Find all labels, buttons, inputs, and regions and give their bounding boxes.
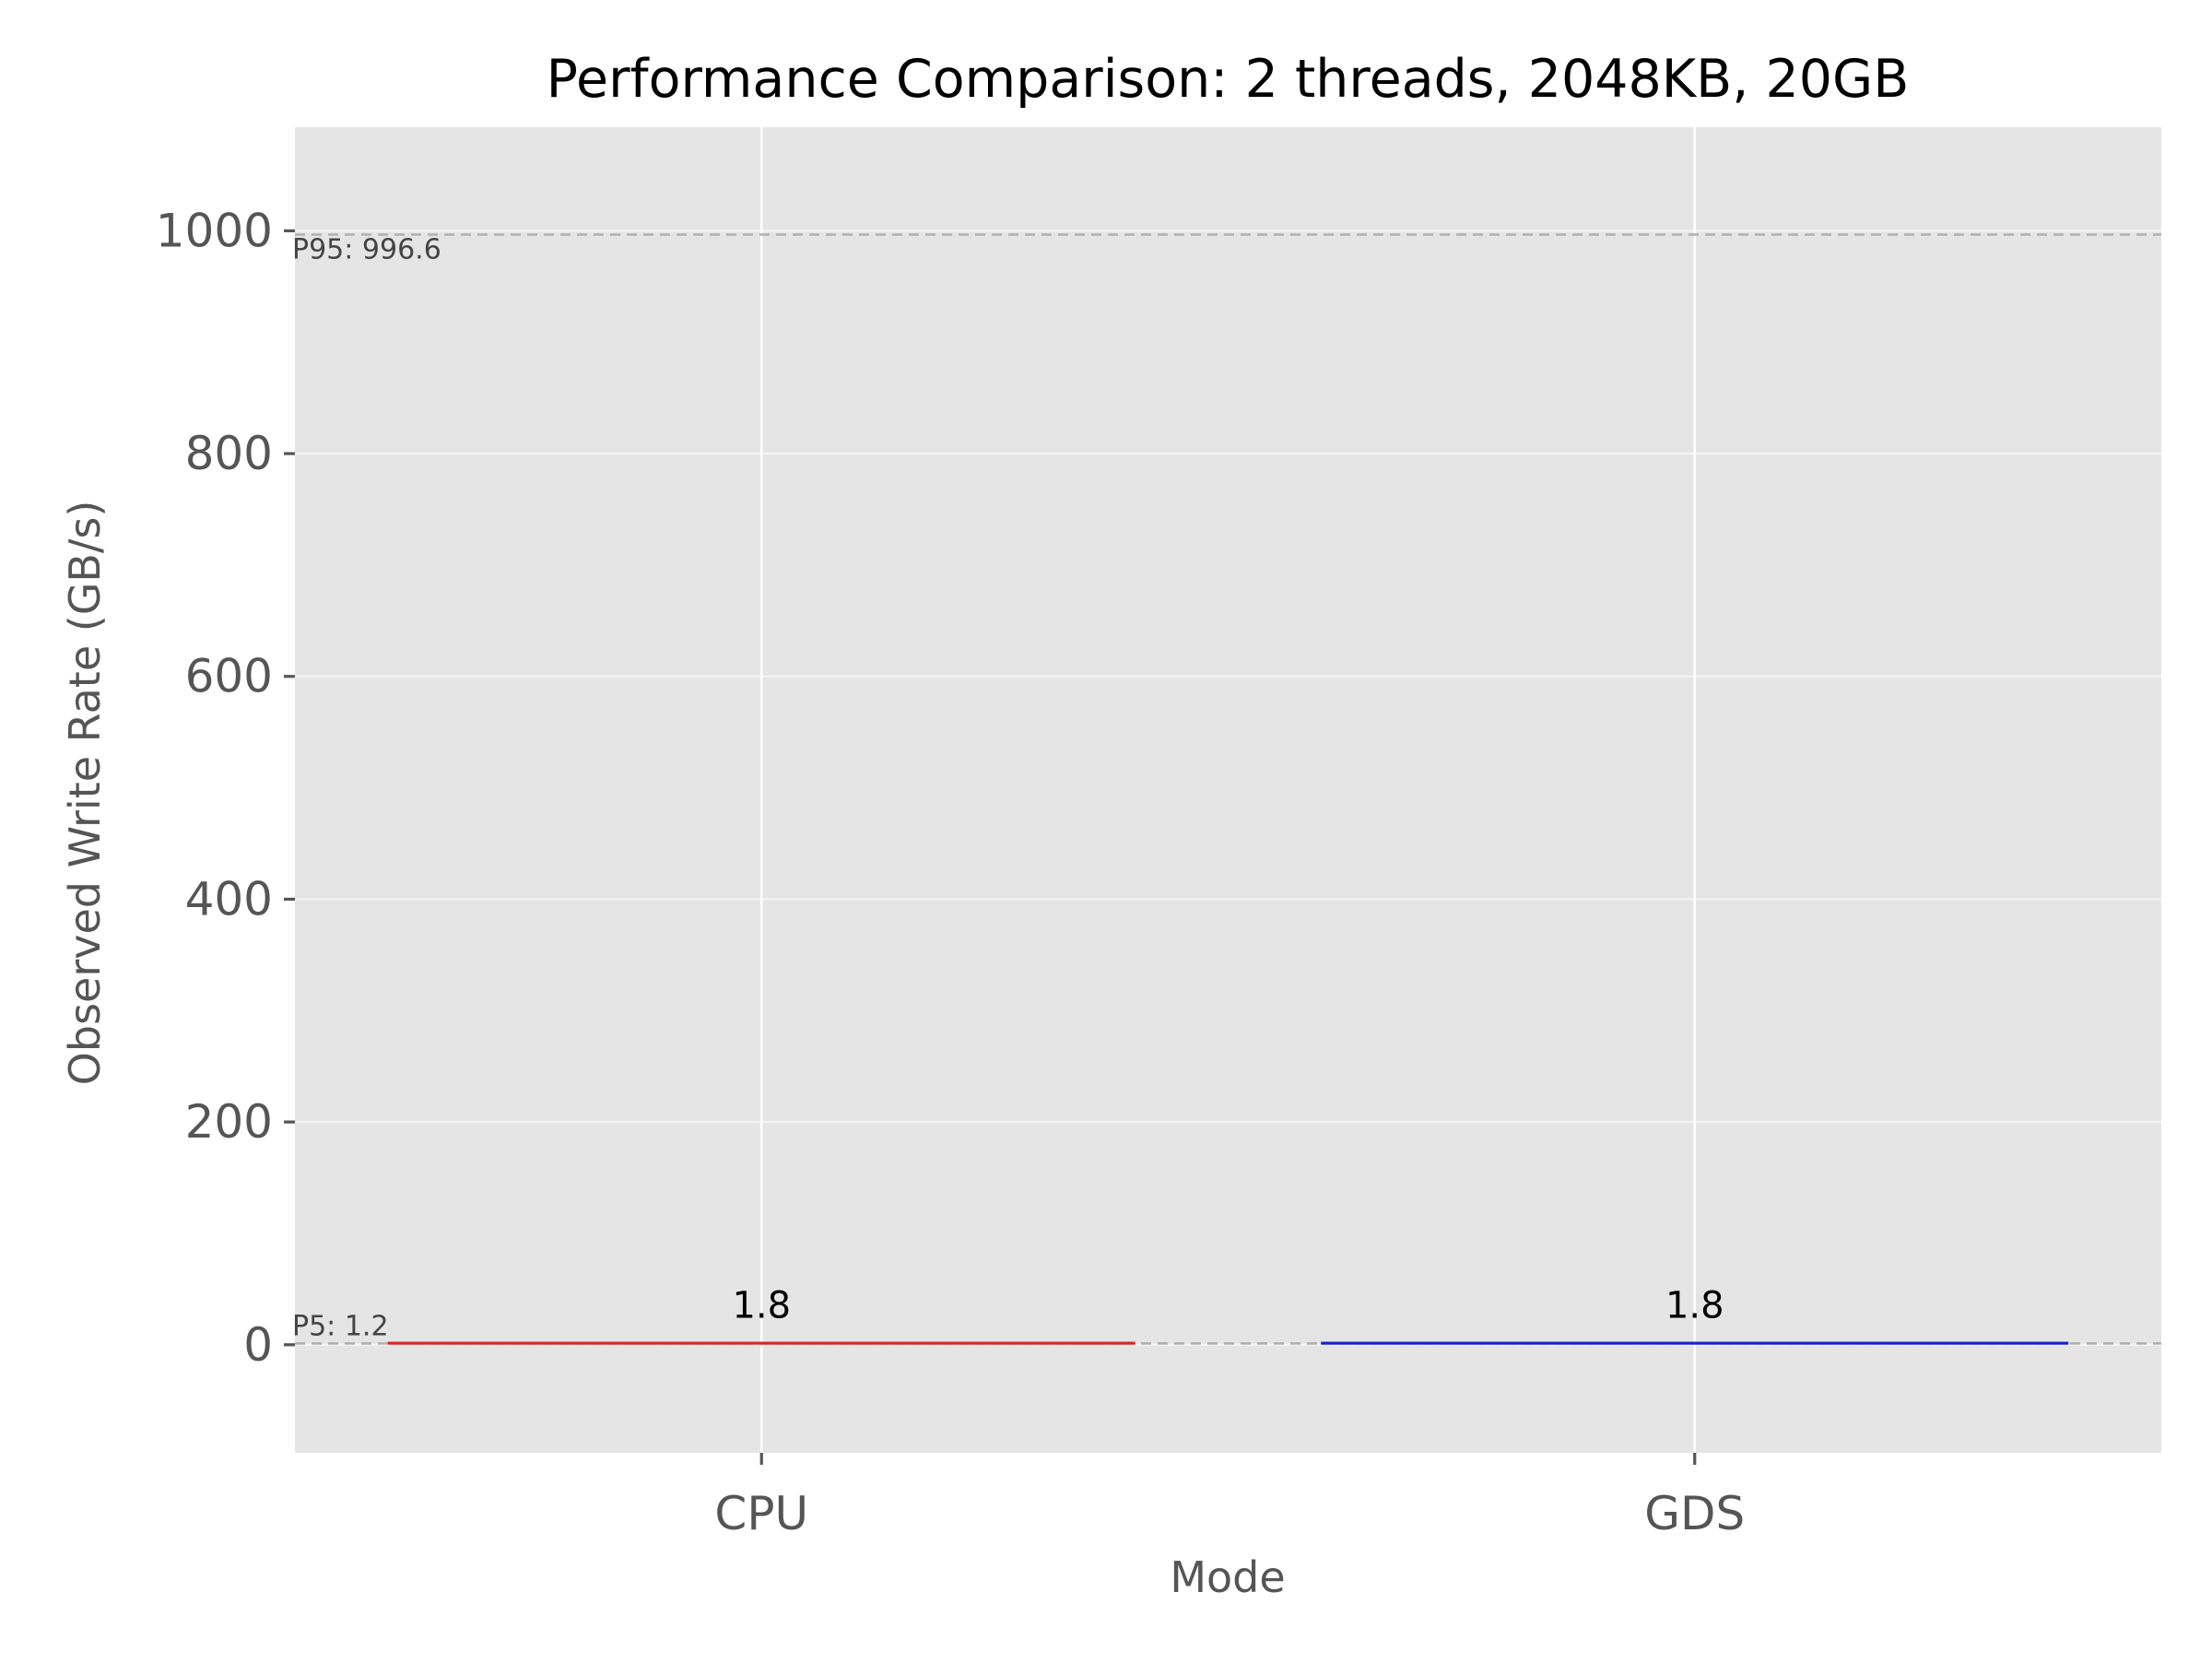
reference-lines: P95: 996.6 P5: 1.2: [292, 233, 2161, 1345]
y-tick-label: 0: [243, 1318, 273, 1372]
y-tick-label: 1000: [156, 204, 273, 257]
reference-line-label: P5: 1.2: [292, 1310, 389, 1342]
axes: 0 200 400 600 800 1000 CPU GDS: [156, 204, 1745, 1540]
chart-title: Performance Comparison: 2 threads, 2048K…: [547, 49, 1910, 110]
y-tick-label: 200: [185, 1095, 273, 1149]
y-axis-title: Observed Write Rate (GB/s): [60, 501, 110, 1086]
x-tick-label: CPU: [714, 1487, 808, 1540]
reference-line-label: P95: 996.6: [292, 233, 441, 265]
x-axis-title: Mode: [1170, 1552, 1285, 1602]
data-label: 1.8: [1665, 1285, 1724, 1327]
y-tick-label: 600: [185, 650, 273, 703]
y-tick-label: 800: [185, 427, 273, 480]
plot-area: [295, 127, 2161, 1453]
data-label: 1.8: [732, 1285, 791, 1327]
x-tick-label: GDS: [1644, 1487, 1745, 1540]
grid-lines: [295, 127, 2161, 1453]
bar: [387, 1341, 1135, 1345]
y-tick-label: 400: [185, 872, 273, 926]
bars: 1.8 1.8: [387, 1285, 2069, 1345]
bar: [1321, 1341, 2069, 1345]
